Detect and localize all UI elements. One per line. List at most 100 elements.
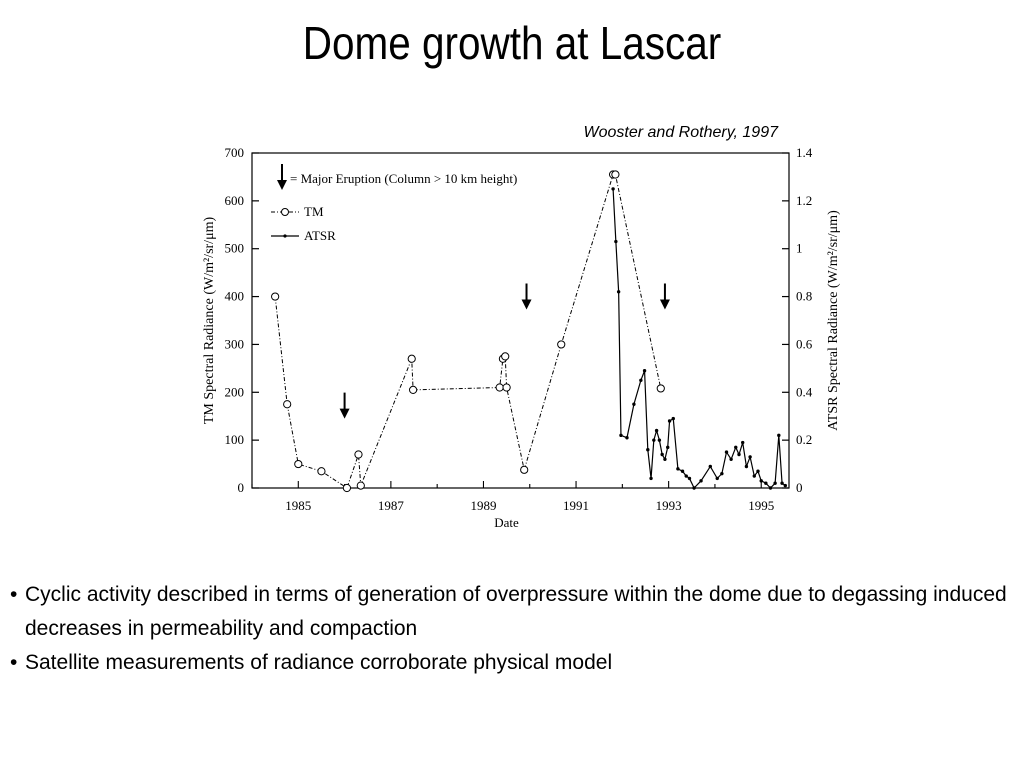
y2-axis-label: ATSR Spectral Radiance (W/m²/sr/μm) (826, 210, 841, 431)
y2-tick-label: 1.2 (796, 193, 812, 208)
tm-point (409, 385, 418, 394)
atsr-point (649, 476, 653, 481)
atsr-point (632, 402, 636, 406)
y2-tick-label: 1 (796, 241, 803, 256)
atsr-point (720, 471, 724, 476)
tm-point (656, 384, 665, 393)
y-tick-label: 600 (225, 193, 245, 208)
legend-atsr-marker (283, 234, 287, 238)
atsr-point (744, 464, 749, 469)
y-tick-label: 200 (225, 384, 245, 399)
atsr-point (654, 428, 659, 433)
legend-eruption-label: = Major Eruption (Column > 10 km height) (290, 171, 517, 186)
atsr-point (657, 438, 662, 442)
atsr-point (646, 448, 650, 452)
atsr-point (752, 474, 756, 478)
x-tick-label: 1991 (563, 498, 589, 513)
tm-point (407, 354, 416, 363)
legend-tm-label: TM (304, 204, 324, 219)
atsr-point (748, 455, 752, 459)
x-tick-label: 1985 (285, 498, 311, 513)
atsr-series-line (612, 188, 786, 490)
y2-tick-label: 0.6 (796, 336, 813, 351)
y-axis-label: TM Spectral Radiance (W/m²/sr/μm) (202, 217, 217, 425)
tm-series-line (274, 174, 662, 489)
bullet-dot: • (10, 583, 18, 606)
atsr-point (741, 440, 745, 445)
atsr-point (666, 445, 670, 450)
y2-tick-label: 0.8 (796, 289, 812, 304)
y2-tick-label: 0 (796, 480, 803, 495)
radiance-chart: 0 100 200 300 400 500 600 700 0 0.2 0.4 0.6 0.8 1 1.2 1… (202, 145, 841, 530)
y2-tick-label: 1.4 (796, 145, 813, 160)
atsr-point (684, 474, 688, 478)
arrow-head (277, 180, 287, 190)
y2-tick-label: 0.2 (796, 432, 812, 447)
chart-legend: = Major Eruption (Column > 10 km height)… (271, 164, 517, 243)
tm-point (354, 450, 363, 459)
tm-point (611, 170, 620, 179)
atsr-point (692, 486, 696, 490)
atsr-point (652, 438, 656, 442)
arrow-head (521, 299, 532, 310)
chart-series (271, 170, 787, 493)
atsr-point (611, 187, 615, 191)
atsr-point (737, 452, 741, 457)
atsr-point (614, 239, 618, 244)
y-tick-label: 400 (225, 289, 245, 304)
arrow-head (339, 408, 350, 419)
atsr-point (768, 486, 773, 490)
atsr-point (724, 450, 729, 454)
bullet-text: Cyclic activity described in terms of ge… (25, 583, 1007, 640)
y-tick-label: 100 (225, 432, 245, 447)
y-tick-label: 500 (225, 241, 245, 256)
tm-point (502, 383, 511, 392)
x-tick-label: 1995 (748, 498, 774, 513)
atsr-point (756, 469, 760, 473)
arrow-head (659, 299, 670, 310)
y-tick-label: 300 (225, 336, 245, 351)
y-tick-label: 0 (238, 480, 245, 495)
atsr-point (671, 416, 675, 421)
tm-point (356, 481, 365, 490)
eruption-arrow (659, 283, 670, 310)
y2-tick-label: 0.4 (796, 384, 813, 399)
legend-atsr-label: ATSR (304, 228, 336, 243)
atsr-point (699, 479, 703, 483)
atsr-point (619, 433, 623, 438)
eruption-arrow (521, 283, 532, 310)
atsr-point (663, 457, 667, 461)
bullet-list: • Cyclic activity described in terms of … (10, 578, 1010, 680)
atsr-point (667, 419, 672, 423)
x-tick-label: 1987 (378, 498, 405, 513)
eruption-markers (339, 283, 670, 419)
atsr-point (715, 476, 719, 481)
x-tick-label: 1989 (470, 498, 496, 513)
y-tick-label: 700 (225, 145, 245, 160)
bullet-text: Satellite measurements of radiance corro… (25, 651, 613, 674)
tm-point (317, 467, 326, 476)
atsr-point (676, 467, 680, 471)
eruption-arrow (339, 392, 350, 419)
tm-point (342, 483, 352, 493)
atsr-point (764, 481, 768, 485)
plot-frame (251, 152, 790, 489)
tm-point (283, 400, 292, 409)
atsr-point (783, 483, 787, 488)
tm-point (495, 383, 504, 392)
atsr-point (734, 445, 738, 450)
legend-tm-marker (281, 208, 289, 216)
bullet-dot: • (10, 651, 18, 674)
bullet-item: • Satellite measurements of radiance cor… (10, 646, 1010, 680)
tm-point (557, 340, 566, 349)
x-tick-label: 1993 (656, 498, 682, 513)
atsr-point (660, 452, 664, 457)
atsr-point (780, 481, 784, 485)
chart-axes: 0 100 200 300 400 500 600 700 0 0.2 0.4 0.6 0.8 1 1.2 1… (202, 145, 841, 530)
atsr-point (759, 479, 763, 483)
bullet-item: • Cyclic activity described in terms of … (10, 578, 1010, 646)
atsr-point (639, 378, 643, 383)
atsr-point (687, 476, 692, 481)
tm-point (520, 465, 529, 474)
atsr-point (680, 469, 685, 473)
